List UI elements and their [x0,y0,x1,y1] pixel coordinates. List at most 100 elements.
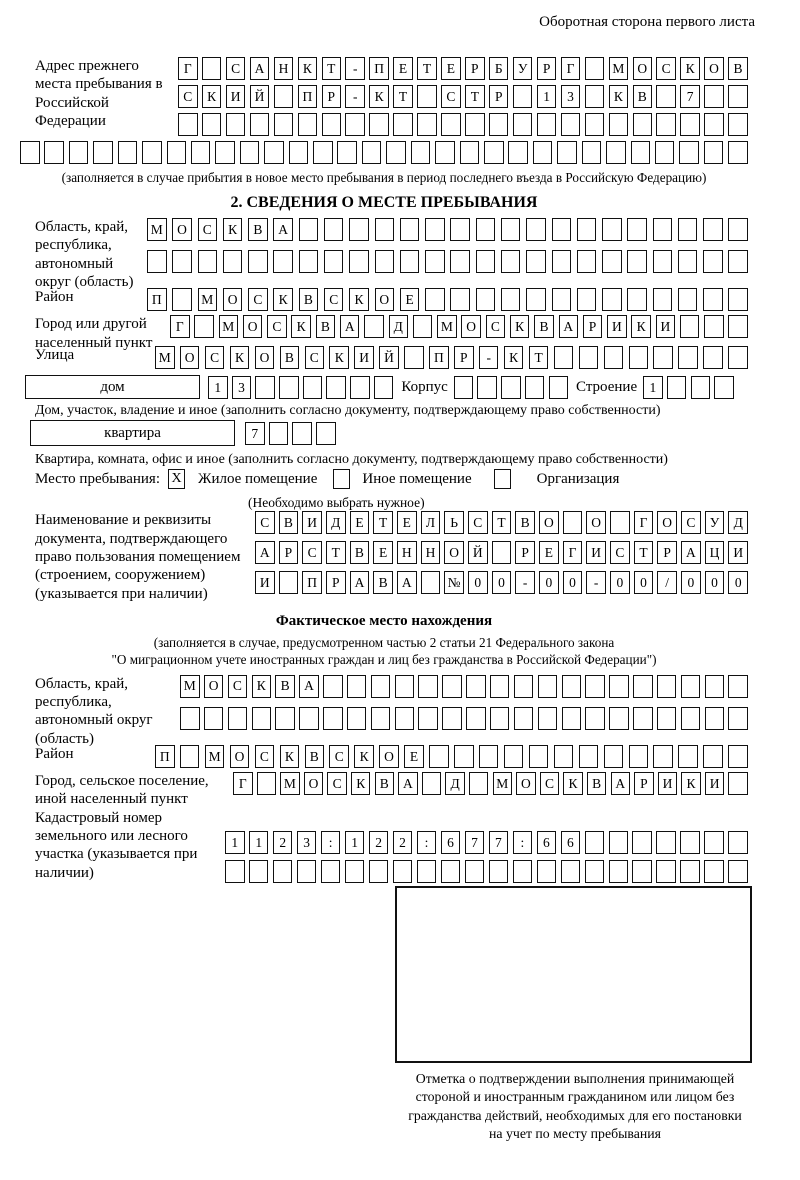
char-cell[interactable]: Т [491,511,512,535]
char-cell[interactable] [248,250,268,274]
checkbox-residential[interactable]: X [168,469,185,490]
char-cell[interactable]: Р [515,541,535,565]
char-cell[interactable] [678,744,698,768]
char-cell[interactable]: К [369,85,389,108]
char-cell[interactable] [404,346,424,370]
char-cell[interactable] [536,859,557,883]
char-cell[interactable]: А [299,674,319,698]
char-cell[interactable] [728,315,748,339]
char-cell[interactable] [420,571,441,595]
char-cell[interactable] [147,250,167,274]
char-cell[interactable]: А [349,571,370,595]
char-cell[interactable]: - [478,346,499,370]
char-cell[interactable]: К [354,744,374,768]
char-cell[interactable]: К [608,85,629,108]
char-cell[interactable] [679,315,700,339]
char-cell[interactable]: 7 [464,830,485,854]
char-cell[interactable] [194,315,214,339]
char-cell[interactable]: М [608,57,629,80]
char-cell[interactable] [459,141,480,164]
char-cell[interactable]: 1 [536,85,557,108]
char-cell[interactable] [584,57,605,80]
char-cell[interactable]: П [369,57,389,80]
char-cell[interactable] [374,218,395,242]
char-cell[interactable] [478,744,499,768]
char-cell[interactable] [450,218,470,242]
char-cell[interactable]: 0 [468,571,488,595]
char-cell[interactable] [302,375,323,399]
char-cell[interactable] [551,250,571,274]
char-cell[interactable] [679,141,699,164]
char-cell[interactable]: В [586,771,607,795]
char-cell[interactable] [560,113,581,136]
char-cell[interactable]: И [704,771,725,795]
char-cell[interactable]: К [509,315,530,339]
char-cell[interactable]: М [280,771,300,795]
char-cell[interactable]: 2 [368,830,389,854]
char-cell[interactable]: С [178,85,198,108]
char-cell[interactable] [728,744,748,768]
char-cell[interactable] [562,511,583,535]
char-cell[interactable]: В [373,571,393,595]
char-cell[interactable] [417,113,437,136]
char-cell[interactable]: И [354,346,374,370]
char-cell[interactable] [560,859,581,883]
char-cell[interactable] [627,288,647,312]
char-cell[interactable]: В [298,288,319,312]
char-cell[interactable]: : [320,830,341,854]
char-cell[interactable] [326,375,346,399]
char-cell[interactable] [576,250,597,274]
char-cell[interactable] [501,375,521,399]
char-cell[interactable] [222,250,243,274]
char-cell[interactable]: И [728,541,748,565]
char-cell[interactable] [632,113,653,136]
char-cell[interactable] [364,315,384,339]
char-cell[interactable] [728,346,748,370]
char-cell[interactable] [313,141,333,164]
char-cell[interactable]: М [437,315,457,339]
char-cell[interactable]: О [229,744,250,768]
char-cell[interactable] [299,706,319,730]
char-cell[interactable] [475,288,496,312]
char-cell[interactable]: С [441,85,461,108]
char-cell[interactable] [172,250,192,274]
char-cell[interactable]: Т [321,57,342,80]
char-cell[interactable] [225,859,245,883]
char-cell[interactable]: 2 [392,830,413,854]
char-cell[interactable] [578,744,599,768]
char-cell[interactable]: В [304,744,325,768]
char-cell[interactable]: И [225,85,246,108]
char-cell[interactable]: В [728,57,748,80]
char-cell[interactable]: О [657,511,677,535]
char-cell[interactable] [488,859,509,883]
char-cell[interactable]: Г [560,57,581,80]
char-cell[interactable] [273,113,294,136]
char-cell[interactable] [178,113,198,136]
char-cell[interactable]: М [155,346,175,370]
char-cell[interactable]: И [255,571,275,595]
char-cell[interactable] [370,674,391,698]
char-cell[interactable] [602,218,622,242]
char-cell[interactable]: К [631,315,651,339]
char-cell[interactable]: 3 [296,830,317,854]
char-cell[interactable]: П [147,288,167,312]
char-cell[interactable] [602,250,622,274]
char-cell[interactable] [609,674,629,698]
char-cell[interactable]: К [229,346,250,370]
char-cell[interactable]: Р [321,85,342,108]
char-cell[interactable]: - [345,85,365,108]
char-cell[interactable] [603,744,624,768]
char-cell[interactable] [225,113,246,136]
char-cell[interactable] [561,674,581,698]
char-cell[interactable] [632,830,652,854]
char-cell[interactable] [20,141,40,164]
char-cell[interactable]: П [155,744,175,768]
char-cell[interactable] [728,830,748,854]
char-cell[interactable] [488,113,509,136]
char-cell[interactable]: В [534,315,554,339]
char-cell[interactable] [466,674,486,698]
char-cell[interactable] [677,218,698,242]
char-cell[interactable]: 7 [488,830,509,854]
char-cell[interactable] [394,706,415,730]
char-cell[interactable] [441,113,461,136]
